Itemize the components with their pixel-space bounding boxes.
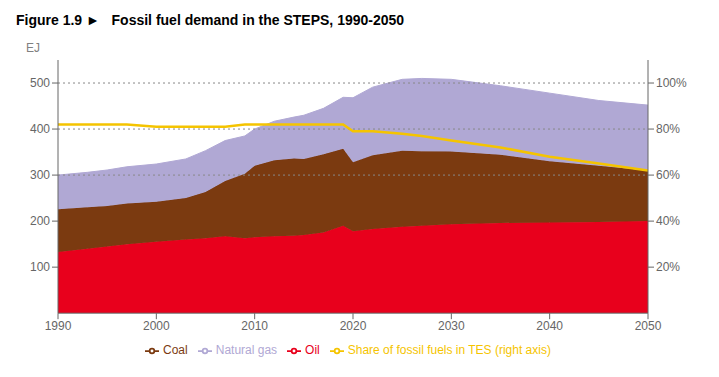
html-text:Natural gas: Natural gas	[215, 343, 278, 358]
svg-text:20%: 20%	[656, 260, 680, 274]
svg-text:60%: 60%	[656, 168, 680, 182]
svg-text:1990: 1990	[45, 319, 72, 333]
html-text:Oil: Oil	[305, 343, 320, 358]
svg-text:2020: 2020	[340, 319, 367, 333]
svg-text:2000: 2000	[143, 319, 170, 333]
svg-text:2050: 2050	[635, 319, 662, 333]
svg-text:300: 300	[30, 168, 50, 182]
svg-text:400: 400	[30, 122, 50, 136]
svg-text:2040: 2040	[536, 319, 563, 333]
html-text:Share of fossil fuels in TES (: Share of fossil fuels in TES (right axis…	[347, 343, 551, 358]
svg-text:200: 200	[30, 214, 50, 228]
svg-text:40%: 40%	[656, 214, 680, 228]
html-text:Coal: Coal	[163, 343, 188, 358]
svg-text:80%: 80%	[656, 122, 680, 136]
html-text:Figure 1.9 ► Fossil fuel deman: Figure 1.9 ► Fossil fuel demand in the S…	[16, 12, 405, 28]
svg-text:500: 500	[30, 76, 50, 90]
svg-text:EJ: EJ	[26, 41, 40, 55]
svg-text:2030: 2030	[438, 319, 465, 333]
svg-text:100%: 100%	[656, 76, 687, 90]
svg-text:2010: 2010	[241, 319, 268, 333]
svg-text:100: 100	[30, 260, 50, 274]
